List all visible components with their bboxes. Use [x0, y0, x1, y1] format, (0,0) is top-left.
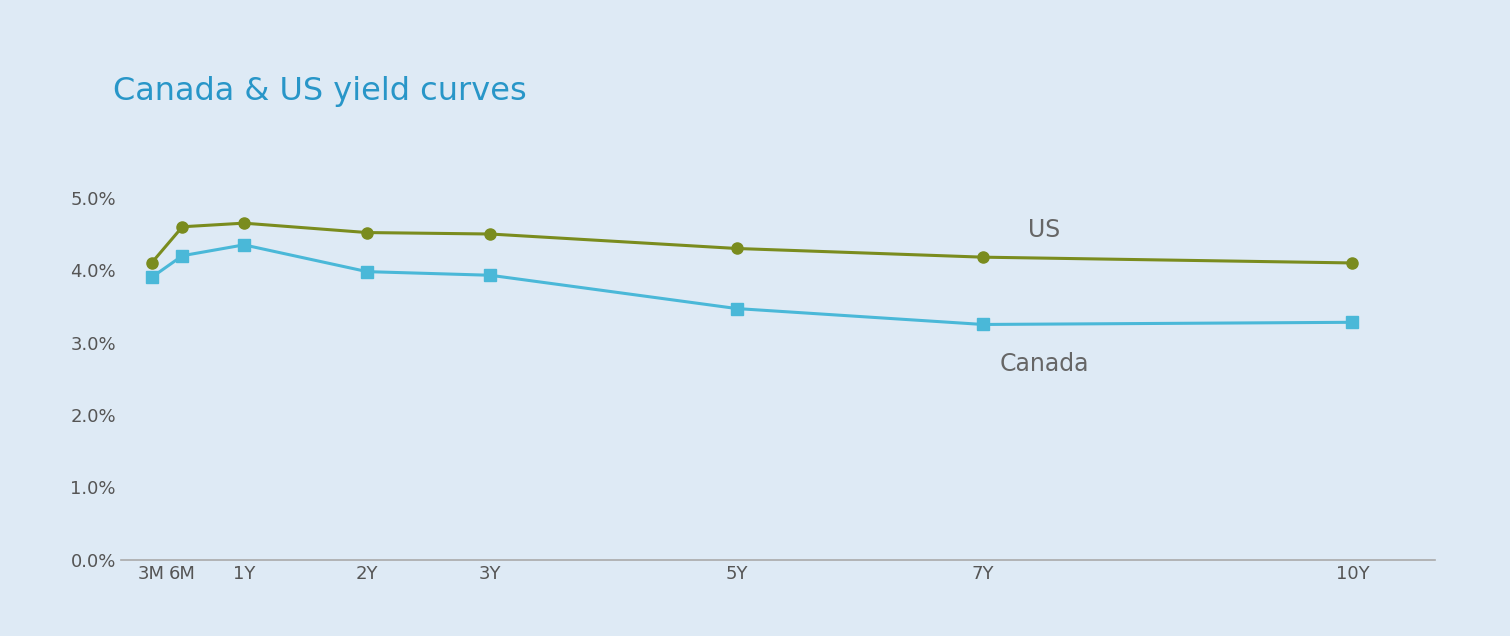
Text: Canada & US yield curves: Canada & US yield curves	[113, 76, 527, 107]
Text: US: US	[1028, 218, 1060, 242]
Text: Canada: Canada	[1000, 352, 1089, 377]
